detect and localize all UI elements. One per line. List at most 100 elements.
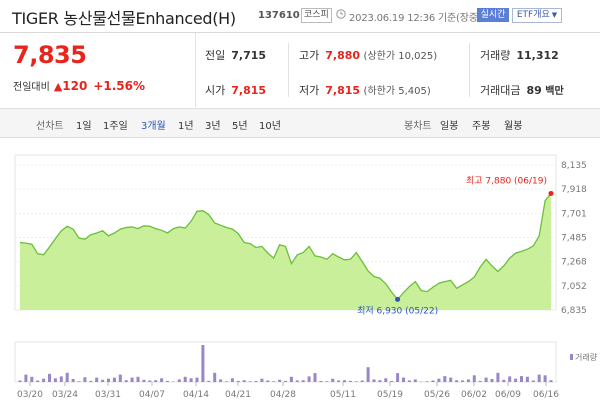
tab-3m[interactable]: 3개월 [141, 121, 166, 132]
stat-open-value: 7,815 [231, 84, 267, 97]
volume-bar [325, 381, 329, 382]
stat-high-value: 7,880 [325, 49, 361, 62]
change-label: 전일대비 [13, 82, 50, 93]
x-tick-label: 04/14 [183, 390, 209, 400]
etf-overview-dropdown[interactable]: ETF개요 ▼ [512, 8, 562, 23]
volume-bar [490, 379, 494, 382]
volume-bar [478, 380, 482, 382]
stat-amount: 거래대금 89 백만 [480, 82, 564, 98]
volume-bar [331, 378, 335, 382]
low-label: 최저 6,930 (05/22) [357, 305, 438, 316]
tab-1w[interactable]: 1주일 [103, 121, 128, 132]
volume-bar [543, 375, 547, 382]
volume-bar [89, 380, 93, 382]
volume-bar [384, 378, 388, 382]
realtime-button[interactable]: 실시간 [477, 8, 509, 22]
volume-bar [148, 380, 152, 382]
volume-bar [301, 380, 305, 383]
volume-bar [484, 377, 488, 382]
x-tick-label: 06/16 [533, 390, 559, 400]
volume-bar [461, 380, 464, 382]
timestamp: 2023.06.19 12:36 기준(장중) [349, 13, 482, 24]
tab-weekly[interactable]: 주봉 [472, 121, 491, 132]
stat-low-value: 7,815 [325, 84, 361, 97]
stat-prev-label: 전일 [205, 49, 226, 62]
volume-bar [295, 380, 299, 382]
y-tick-label: 7,918 [561, 185, 587, 195]
stat-open-label: 시가 [205, 84, 226, 97]
change-amount: 120 [62, 79, 88, 93]
y-tick-label: 7,701 [561, 209, 587, 219]
fund-name: TIGER 농산물선물Enhanced(H) [12, 9, 236, 28]
volume-bar [402, 377, 405, 382]
stat-high-label: 고가 [299, 49, 320, 62]
volume-bar [177, 379, 181, 382]
tab-1y[interactable]: 1년 [178, 121, 194, 132]
volume-bar [65, 372, 69, 383]
volume-bar [472, 375, 476, 382]
volume-bar [230, 378, 234, 382]
stat-amount-label: 거래대금 [480, 84, 521, 97]
volume-bar [219, 379, 223, 382]
low-marker [395, 296, 401, 302]
current-price: 7,835 [13, 41, 87, 69]
volume-bar [112, 377, 116, 382]
stat-volume: 거래량 11,312 [480, 47, 559, 63]
y-tick-label: 7,268 [561, 258, 587, 268]
volume-bar [396, 373, 400, 382]
x-tick-label: 03/20 [17, 390, 43, 400]
volume-bar [425, 381, 429, 382]
volume-bar [413, 379, 417, 382]
volume-bar [348, 380, 352, 382]
lower-limit-label: (하한가 [363, 86, 396, 97]
volume-bar [207, 380, 211, 382]
x-tick-label: 06/02 [461, 390, 487, 400]
stat-low: 저가 7,815 (하한가 5,405) [299, 82, 431, 98]
volume-bar [236, 380, 240, 382]
y-tick-label: 7,052 [561, 282, 587, 292]
volume-bar [307, 376, 311, 382]
volume-bar [525, 376, 529, 382]
volume-bar [266, 380, 270, 382]
y-tick-label: 6,835 [561, 306, 587, 316]
volume-bar [289, 376, 293, 382]
price-panel: 7,835 전일대비 ▲120 +1.56% [0, 33, 196, 107]
volume-bar [130, 377, 134, 382]
stat-volume-value: 11,312 [516, 49, 559, 62]
volume-bar [272, 381, 276, 382]
stat-amount-unit: 백만 [545, 86, 564, 97]
x-tick-label: 03/24 [52, 390, 78, 400]
volume-bar [502, 379, 506, 382]
volume-bar [24, 374, 28, 382]
volume-bar [225, 381, 228, 382]
stat-prev: 전일 7,715 [205, 47, 266, 63]
stats-panel: 전일 7,715 시가 7,815 고가 7,880 (상한가 10,025) 저가 7… [196, 33, 600, 107]
y-tick-label: 8,135 [561, 161, 587, 171]
line-chart-label: 선차트 [36, 121, 64, 132]
volume-bar [531, 380, 535, 382]
volume-bar [431, 380, 435, 382]
high-marker [548, 190, 554, 196]
tab-1d[interactable]: 1일 [76, 121, 92, 132]
tab-5y[interactable]: 5년 [232, 121, 248, 132]
volume-bar [390, 380, 394, 382]
price-change: 전일대비 ▲120 +1.56% [13, 78, 145, 93]
upper-limit-value: 10,025) [398, 51, 438, 62]
title-bar: TIGER 농산물선물Enhanced(H) 137610 코스피 2023.0… [0, 0, 600, 33]
y-tick-label: 7,485 [561, 234, 587, 244]
tab-monthly[interactable]: 월봉 [504, 121, 523, 132]
volume-bar [71, 379, 75, 382]
volume-bar [124, 380, 128, 383]
tab-daily[interactable]: 일봉 [440, 121, 459, 132]
volume-bar [407, 380, 411, 382]
volume-bar [449, 377, 453, 382]
tab-3y[interactable]: 3년 [205, 121, 221, 132]
volume-bar [118, 374, 122, 382]
volume-bar [195, 377, 199, 382]
volume-bar [360, 380, 364, 382]
x-tick-label: 05/11 [330, 390, 356, 400]
tab-10y[interactable]: 10년 [259, 121, 281, 132]
volume-bar [59, 376, 63, 382]
chart-tab-bar: 선차트 1일 1주일 3개월 1년 3년 5년 10년 봉차트 일봉 주봉 월봉 [0, 108, 600, 138]
volume-bar [278, 379, 282, 382]
